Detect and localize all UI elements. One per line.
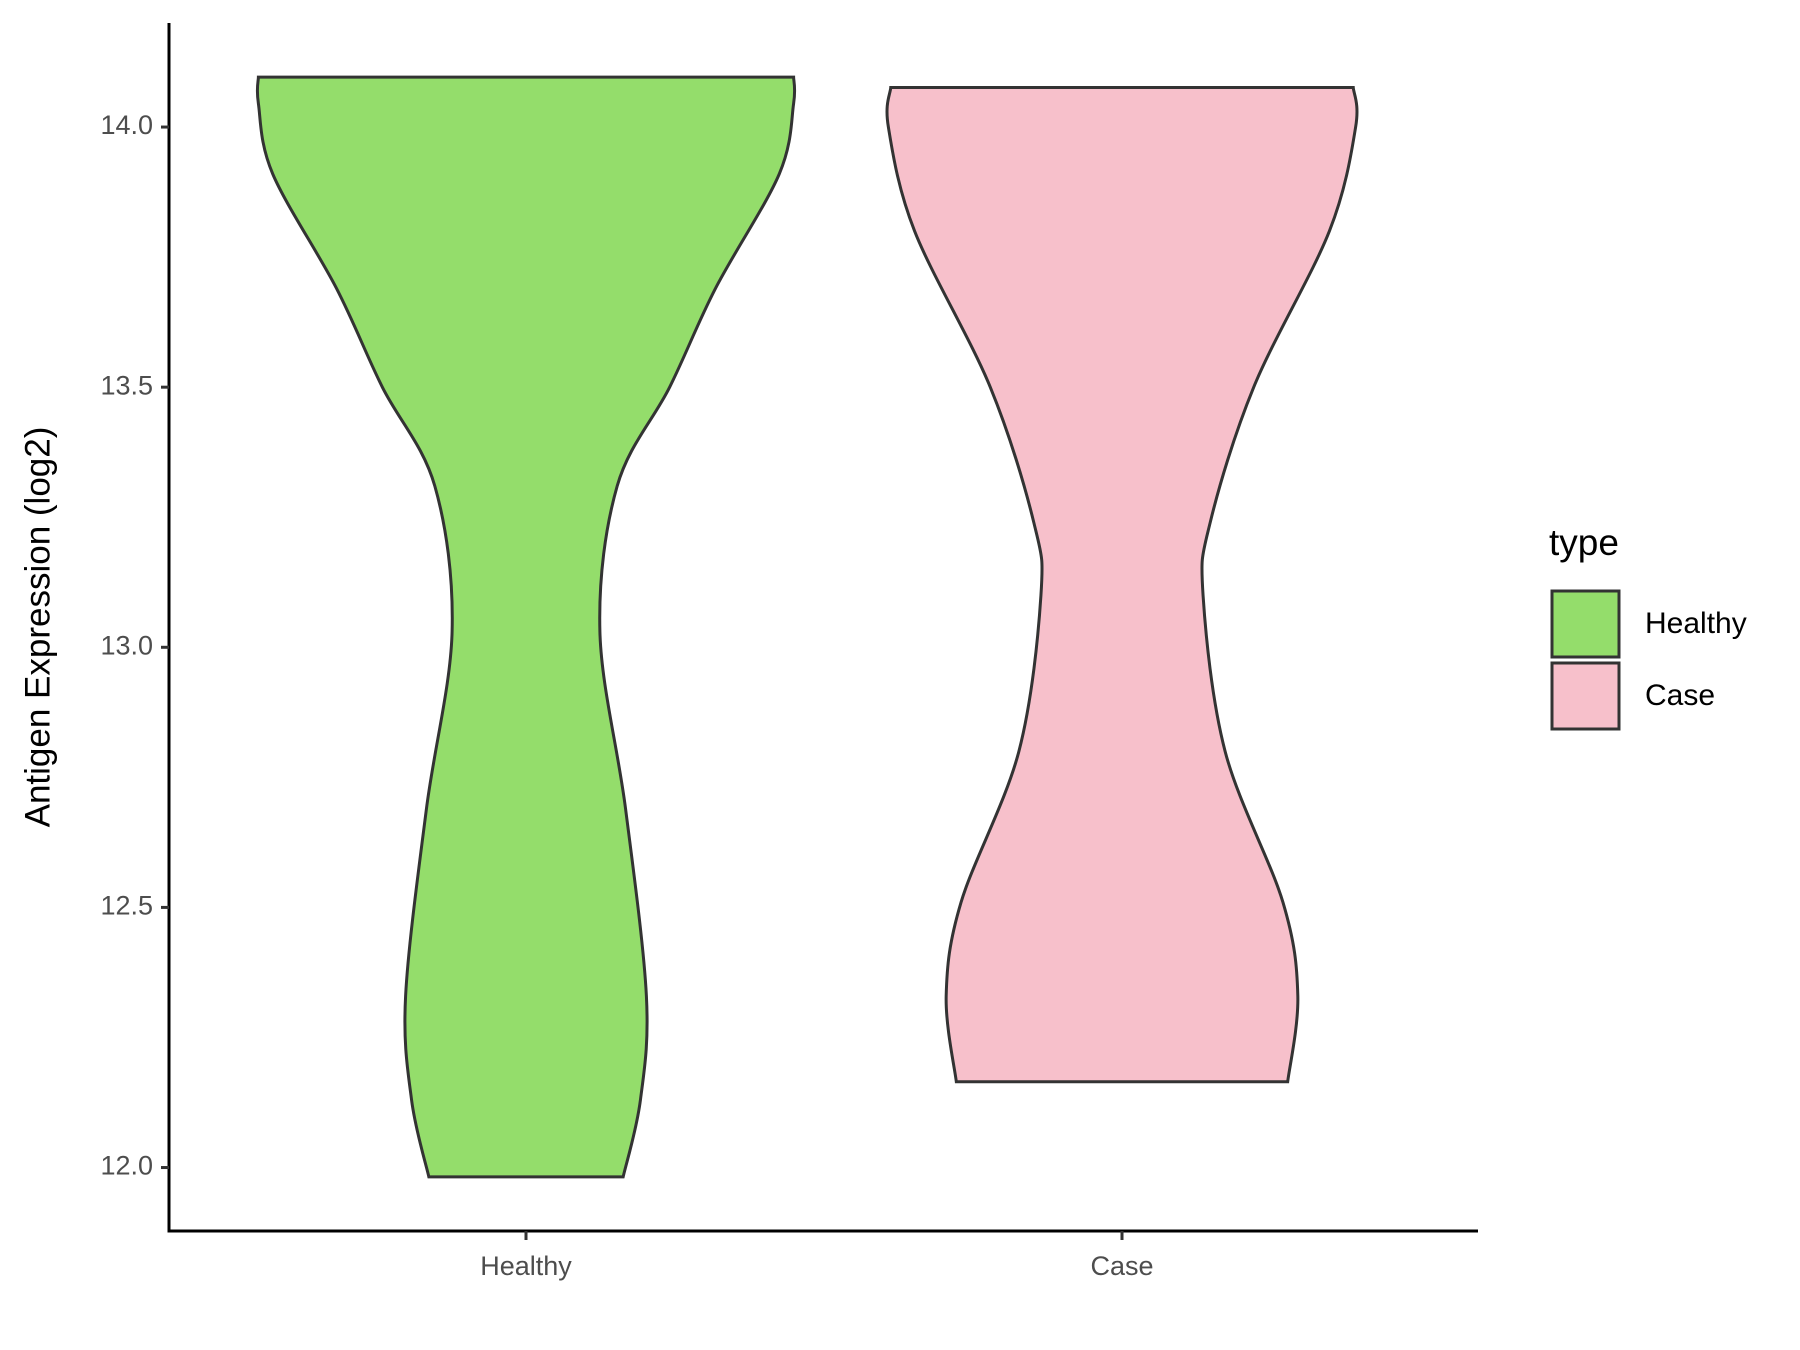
y-tick-label: 13.5 [100,370,153,400]
y-tick-label: 12.5 [100,891,153,921]
legend-key [1550,661,1621,731]
y-tick-label: 13.0 [100,630,153,660]
legend-key [1550,589,1621,659]
y-tick-label: 14.0 [100,110,153,140]
y-tick-label: 12.0 [100,1151,153,1181]
violin [255,75,797,1179]
violin [885,86,1359,1084]
x-tick-label: Healthy [480,1251,572,1281]
y-axis-title: Antigen Expression (log2) [18,427,57,828]
x-tick-label: Case [1090,1251,1153,1281]
legend-label: Case [1645,679,1715,712]
legend-label: Healthy [1645,607,1747,640]
legend-title: type [1549,522,1619,563]
